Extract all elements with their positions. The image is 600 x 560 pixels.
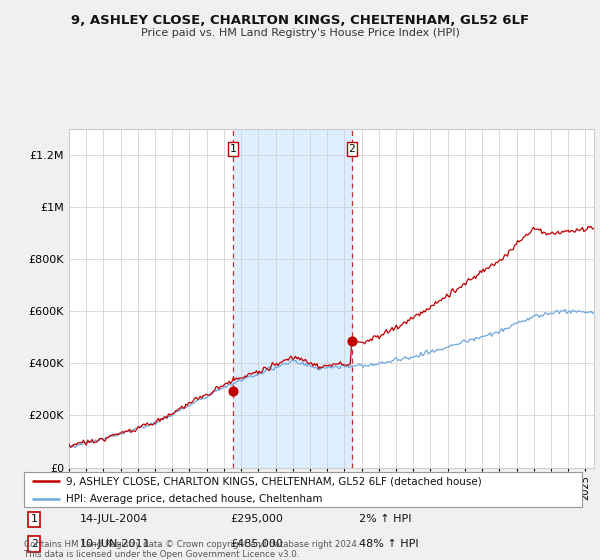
Text: 9, ASHLEY CLOSE, CHARLTON KINGS, CHELTENHAM, GL52 6LF: 9, ASHLEY CLOSE, CHARLTON KINGS, CHELTEN… — [71, 14, 529, 27]
Text: 2: 2 — [349, 144, 355, 154]
Point — [347, 337, 357, 346]
Text: 2% ↑ HPI: 2% ↑ HPI — [359, 515, 412, 525]
Text: £295,000: £295,000 — [230, 515, 283, 525]
Text: £485,000: £485,000 — [230, 539, 283, 549]
Text: 9, ASHLEY CLOSE, CHARLTON KINGS, CHELTENHAM, GL52 6LF (detached house): 9, ASHLEY CLOSE, CHARLTON KINGS, CHELTEN… — [66, 477, 482, 487]
Text: 2: 2 — [31, 539, 37, 549]
Text: 14-JUL-2004: 14-JUL-2004 — [80, 515, 148, 525]
Text: 1: 1 — [230, 144, 236, 154]
Text: 48% ↑ HPI: 48% ↑ HPI — [359, 539, 418, 549]
Bar — [233, 129, 352, 468]
Text: Price paid vs. HM Land Registry's House Price Index (HPI): Price paid vs. HM Land Registry's House … — [140, 28, 460, 38]
Point — [229, 386, 238, 395]
Text: Contains HM Land Registry data © Crown copyright and database right 2024.
This d: Contains HM Land Registry data © Crown c… — [24, 540, 359, 559]
Text: HPI: Average price, detached house, Cheltenham: HPI: Average price, detached house, Chel… — [66, 494, 322, 504]
Text: 1: 1 — [31, 515, 37, 525]
Text: 10-JUN-2011: 10-JUN-2011 — [80, 539, 151, 549]
